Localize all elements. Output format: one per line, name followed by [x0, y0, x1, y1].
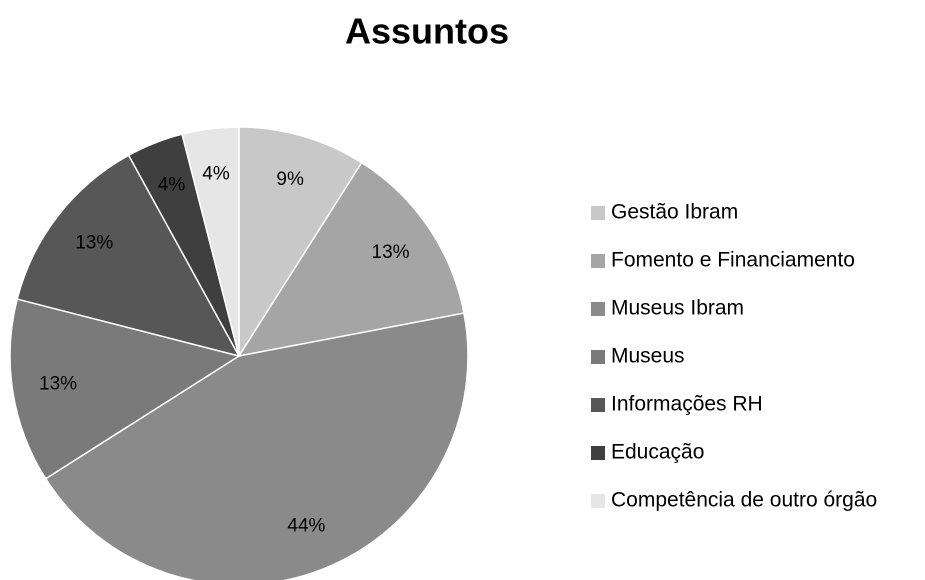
chart-title: Assuntos	[345, 11, 509, 52]
data-label: 4%	[158, 175, 186, 196]
legend-swatch	[591, 446, 605, 460]
legend-label: Museus	[611, 345, 685, 368]
pie-slice	[181, 126, 240, 357]
legend-swatch	[591, 206, 605, 220]
pie-slice	[44, 312, 469, 580]
legend-swatch	[591, 350, 605, 364]
data-label: 13%	[39, 374, 77, 395]
legend-swatch	[591, 254, 605, 268]
legend-label: Fomento e Financiamento	[611, 249, 855, 272]
pie-slice	[237, 161, 465, 358]
legend-swatch	[591, 302, 605, 316]
data-label: 44%	[287, 515, 325, 536]
legend-label: Museus Ibram	[611, 297, 744, 320]
pie-slice	[9, 298, 241, 480]
legend-label: Gestão Ibram	[611, 201, 738, 224]
legend-label: Informações RH	[611, 393, 763, 416]
pie-slice	[16, 154, 241, 358]
legend-label: Educação	[611, 441, 704, 464]
data-label: 13%	[372, 242, 410, 263]
data-label: 13%	[75, 233, 113, 254]
data-label: 9%	[276, 169, 304, 190]
pie-slice	[238, 126, 363, 359]
legend-swatch	[591, 494, 605, 508]
data-label: 4%	[202, 163, 230, 184]
legend-swatch	[591, 398, 605, 412]
legend-label: Competência de outro órgão	[611, 489, 877, 512]
